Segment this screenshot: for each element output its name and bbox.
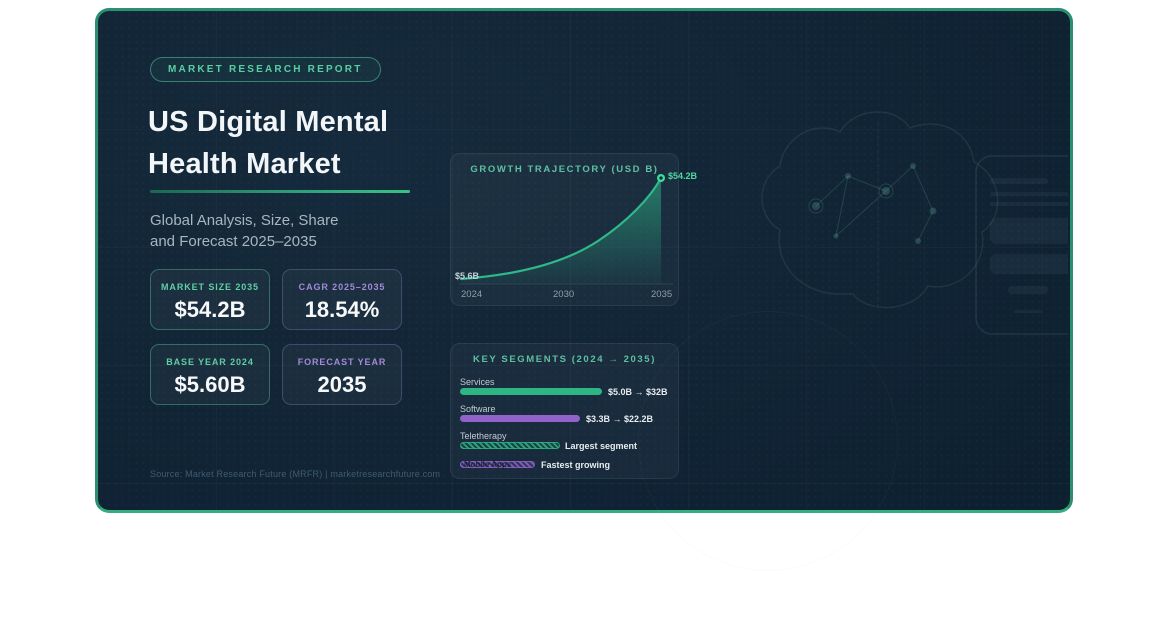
x-axis-tick: 2030 bbox=[553, 289, 575, 300]
key-segments-panel: KEY SEGMENTS (2024 → 2035) Services $5.0… bbox=[450, 343, 679, 479]
segment-value: $5.0B → $32B bbox=[608, 387, 668, 397]
chart-start-value-label: $5.6B bbox=[455, 271, 480, 281]
source-attribution: Source: Market Research Future (MRFR) | … bbox=[150, 469, 441, 479]
subtitle: Global Analysis, Size, Share and Forecas… bbox=[150, 210, 338, 252]
subtitle-line1: Global Analysis, Size, Share bbox=[150, 212, 339, 229]
stat-label: MARKET SIZE 2035 bbox=[161, 282, 259, 292]
area-chart-plot bbox=[459, 174, 673, 285]
page-title-line2: Health Market bbox=[148, 148, 341, 180]
page-title: US Digital Mental Health Market bbox=[148, 101, 388, 185]
segment-label: Mobile Apps bbox=[464, 460, 512, 469]
page-title-line1: US Digital Mental bbox=[148, 106, 389, 138]
stat-value: $54.2B bbox=[174, 297, 246, 322]
background-circle-decoration bbox=[638, 311, 898, 571]
stat-label: FORECAST YEAR bbox=[297, 357, 387, 367]
stat-card-forecast-year: FORECAST YEAR 2035 bbox=[282, 344, 402, 405]
stat-card-cagr: CAGR 2025–2035 18.54% bbox=[282, 269, 402, 330]
brain-network-phone-illustration bbox=[761, 111, 1068, 335]
chart-title: GROWTH TRAJECTORY (USD B) bbox=[470, 164, 659, 175]
stat-card-market-size: MARKET SIZE 2035 $54.2B bbox=[150, 269, 270, 330]
stat-card-base-year: BASE YEAR 2024 $5.60B bbox=[150, 344, 270, 405]
segments-title: KEY SEGMENTS (2024 → 2035) bbox=[473, 354, 656, 365]
chart-end-value-label: $54.2B bbox=[668, 171, 698, 181]
segment-value: Largest segment bbox=[565, 441, 638, 451]
segment-value: Fastest growing bbox=[541, 460, 611, 470]
report-card: MARKET RESEARCH REPORT US Digital Mental… bbox=[95, 8, 1073, 571]
segment-bar-services bbox=[460, 388, 602, 395]
stat-value: 18.54% bbox=[304, 297, 380, 322]
growth-trajectory-chart: GROWTH TRAJECTORY (USD B) $5.6B $54.2B 2… bbox=[450, 153, 697, 306]
segment-bar-mobile-apps bbox=[460, 461, 535, 468]
title-underline bbox=[150, 190, 410, 193]
stat-value: $5.60B bbox=[174, 372, 246, 397]
stat-value: 2035 bbox=[317, 372, 367, 397]
x-axis-tick: 2035 bbox=[651, 289, 673, 300]
stat-label: BASE YEAR 2024 bbox=[166, 357, 254, 367]
x-axis-tick: 2024 bbox=[461, 289, 483, 300]
stat-label: CAGR 2025–2035 bbox=[298, 282, 386, 292]
segment-bar-teletherapy bbox=[460, 442, 560, 449]
segment-bar-software bbox=[460, 415, 580, 422]
segment-label: Teletherapy bbox=[460, 431, 507, 441]
segment-label: Software bbox=[460, 404, 496, 414]
report-type-badge: MARKET RESEARCH REPORT bbox=[150, 57, 381, 82]
subtitle-line2: and Forecast 2025–2035 bbox=[150, 233, 317, 250]
segment-label: Services bbox=[460, 377, 495, 387]
segment-value: $3.3B → $22.2B bbox=[586, 414, 654, 424]
